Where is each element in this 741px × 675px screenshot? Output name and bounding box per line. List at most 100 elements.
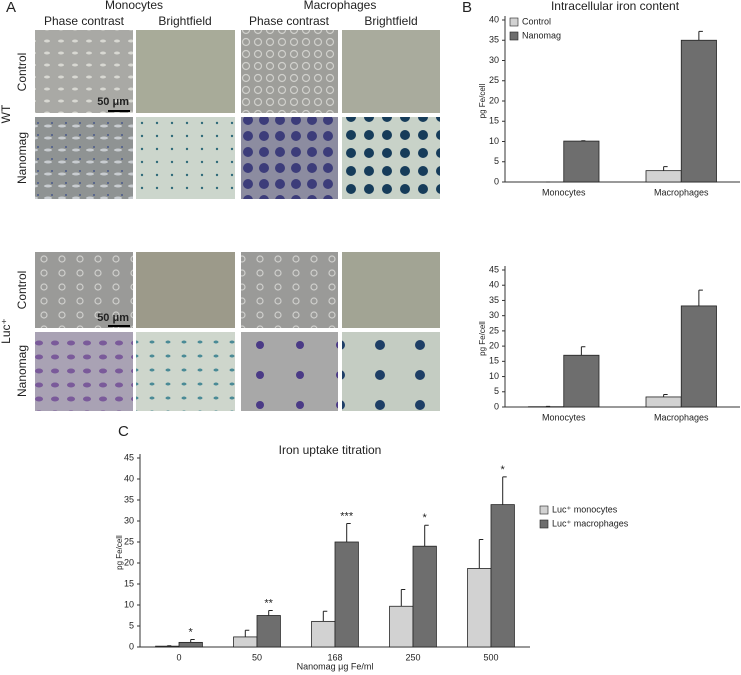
- legend-label: Nanomag: [522, 30, 561, 40]
- y-tick-label: 20: [124, 557, 134, 567]
- legend-label: Luc⁺ monocytes: [552, 504, 618, 514]
- bar: [311, 620, 336, 648]
- micrograph: [136, 117, 235, 199]
- error-bar: [698, 30, 703, 41]
- bar: [680, 305, 717, 408]
- significance: ***: [340, 510, 354, 522]
- micrograph: [35, 117, 133, 199]
- micrograph: [241, 30, 338, 113]
- bar: [256, 615, 281, 648]
- y-axis-label: pg Fe/cell: [478, 321, 487, 356]
- error-bar: [698, 289, 703, 306]
- y-axis-label: pg Fe/cell: [115, 535, 124, 570]
- micrograph: [342, 117, 440, 199]
- error-bar: [663, 166, 668, 171]
- error-bar: [424, 524, 429, 547]
- panel-label: C: [118, 423, 129, 440]
- micrograph: [342, 252, 440, 328]
- y-tick-label: 45: [489, 264, 499, 274]
- micrograph: [136, 30, 235, 113]
- error-bar: [346, 523, 351, 542]
- y-tick-label: 10: [124, 599, 134, 609]
- error-bar: [580, 346, 586, 356]
- y-tick-label: 5: [129, 620, 134, 630]
- bar: [334, 541, 359, 648]
- x-tick-label: Monocytes: [542, 187, 586, 197]
- error-bar: [322, 610, 328, 622]
- x-tick-label: Macrophages: [654, 412, 709, 422]
- legend-label: Control: [522, 16, 551, 26]
- y-tick-label: 15: [489, 356, 499, 366]
- micrograph-grid: [35, 30, 440, 411]
- legend-swatch: [539, 505, 549, 515]
- chart-title: Iron uptake titration: [279, 443, 382, 457]
- x-tick-label: 0: [176, 652, 181, 662]
- row-label: Nanomag: [15, 345, 29, 397]
- row-label: Control: [15, 53, 29, 92]
- y-tick-label: 25: [124, 536, 134, 546]
- y-tick-label: 40: [124, 473, 134, 483]
- column-label: Brightfield: [364, 14, 417, 28]
- bar: [155, 645, 180, 648]
- micrograph: [136, 252, 235, 328]
- y-tick-label: 30: [489, 55, 499, 65]
- y-tick-label: 20: [489, 340, 499, 350]
- y-tick-label: 30: [124, 515, 134, 525]
- scale-bar-label: 50 μm: [97, 96, 129, 108]
- error-bar: [400, 588, 406, 607]
- column-group: Macrophages: [304, 0, 377, 12]
- legend-swatch: [509, 31, 519, 41]
- y-tick-label: 40: [489, 14, 499, 24]
- y-tick-label: 15: [124, 578, 134, 588]
- y-tick-label: 20: [489, 95, 499, 105]
- error-bar: [502, 476, 507, 505]
- bar: [645, 170, 682, 183]
- y-axis-label: pg Fe/cell: [478, 83, 487, 118]
- micrograph: [35, 30, 133, 113]
- micrograph: [241, 117, 338, 199]
- significance: *: [423, 512, 428, 524]
- micrograph: [241, 332, 338, 411]
- panel-label: A: [6, 0, 16, 16]
- y-tick-label: 10: [489, 371, 499, 381]
- x-tick-label: Monocytes: [542, 412, 586, 422]
- legend-swatch: [509, 17, 519, 27]
- x-axis-label: Nanomag μg Fe/ml: [297, 661, 374, 671]
- y-tick-label: 0: [494, 176, 499, 186]
- micrograph: [342, 30, 440, 113]
- micrograph: [35, 252, 133, 328]
- x-tick-label: Macrophages: [654, 187, 709, 197]
- y-tick-label: 0: [494, 401, 499, 411]
- y-tick-label: 15: [489, 116, 499, 126]
- bar: [645, 396, 682, 408]
- y-tick-label: 25: [489, 325, 499, 335]
- x-tick-label: 50: [252, 652, 262, 662]
- y-tick-label: 35: [489, 35, 499, 45]
- micrograph: [342, 332, 440, 411]
- legend-label: Luc⁺ macrophages: [552, 518, 629, 528]
- x-tick-label: 168: [327, 652, 342, 662]
- significance: *: [501, 464, 506, 476]
- row-label: Control: [15, 271, 29, 310]
- micrograph: [136, 332, 235, 411]
- panel-label: B: [462, 0, 472, 16]
- error-bar: [478, 538, 484, 569]
- y-tick-label: 35: [124, 494, 134, 504]
- y-tick-label: 35: [489, 295, 499, 305]
- y-tick-label: 30: [489, 310, 499, 320]
- y-tick-label: 5: [494, 156, 499, 166]
- column-label: Brightfield: [158, 14, 211, 28]
- group-label: WT: [0, 104, 13, 123]
- column-label: Phase contrast: [249, 14, 330, 28]
- group-label: Luc⁺: [0, 318, 13, 344]
- legend-swatch: [539, 519, 549, 529]
- error-bar: [244, 629, 250, 637]
- bar: [563, 140, 600, 183]
- column-group: Monocytes: [105, 0, 163, 12]
- micrograph: [241, 252, 338, 328]
- scale-bar-label: 50 μm: [97, 312, 129, 324]
- y-tick-label: 40: [489, 280, 499, 290]
- bar: [178, 641, 203, 648]
- error-bar: [190, 638, 195, 643]
- row-label: Nanomag: [15, 132, 29, 184]
